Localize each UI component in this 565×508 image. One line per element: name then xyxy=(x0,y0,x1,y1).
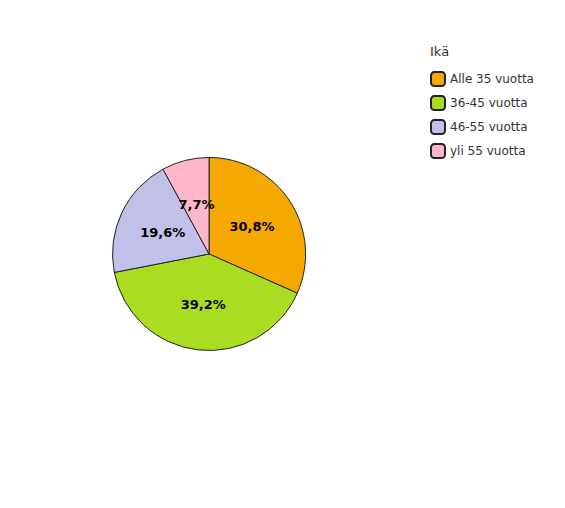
svg-text:Alle 35 vuotta: Alle 35 vuotta xyxy=(450,72,534,86)
svg-text:Ikä: Ikä xyxy=(430,44,449,59)
svg-text:yli 55 vuotta: yli 55 vuotta xyxy=(450,144,525,158)
svg-text:36-45 vuotta: 36-45 vuotta xyxy=(450,96,528,110)
svg-text:39,2%: 39,2% xyxy=(181,297,226,312)
svg-text:19,6%: 19,6% xyxy=(140,225,185,240)
svg-text:7,7%: 7,7% xyxy=(178,197,214,212)
svg-text:46-55 vuotta: 46-55 vuotta xyxy=(450,120,528,134)
svg-text:30,8%: 30,8% xyxy=(229,219,274,234)
